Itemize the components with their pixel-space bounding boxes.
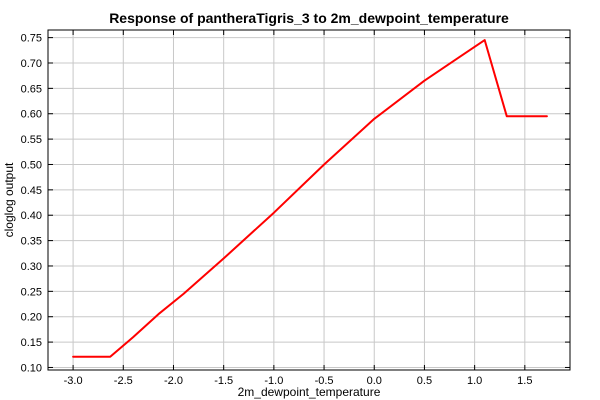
x-tick-label: 1.0 — [467, 375, 482, 387]
y-tick-label: 0.60 — [21, 109, 42, 121]
y-tick-label: 0.45 — [21, 185, 42, 197]
x-tick-label: 1.5 — [517, 375, 532, 387]
x-tick-label: -3.0 — [64, 375, 83, 387]
grid — [48, 30, 570, 370]
x-tick-label: -2.5 — [114, 375, 133, 387]
y-tick-label: 0.25 — [21, 286, 42, 298]
chart-title: Response of pantheraTigris_3 to 2m_dewpo… — [109, 10, 509, 26]
y-tick-label: 0.15 — [21, 337, 42, 349]
response-curve-line — [72, 39, 548, 358]
y-tick-label: 0.20 — [21, 312, 42, 324]
x-tick-label: -1.5 — [214, 375, 233, 387]
y-axis-label: cloglog output — [2, 162, 16, 237]
y-tick-label: 0.70 — [21, 58, 42, 70]
y-tick-label: 0.55 — [21, 134, 42, 146]
x-tick-label: -2.0 — [164, 375, 183, 387]
y-tick-label: 0.40 — [21, 210, 42, 222]
series-layer — [72, 39, 548, 358]
x-tick-label: -0.5 — [315, 375, 334, 387]
x-tick-label: 0.0 — [367, 375, 382, 387]
plot-background — [48, 30, 570, 370]
y-tick-label: 0.10 — [21, 362, 42, 374]
y-tick-label: 0.50 — [21, 159, 42, 171]
y-tick-label: 0.65 — [21, 83, 42, 95]
x-axis-label: 2m_dewpoint_temperature — [238, 385, 381, 399]
y-tick-label: 0.75 — [21, 33, 42, 45]
x-tick-label: 0.5 — [417, 375, 432, 387]
y-tick-label: 0.30 — [21, 261, 42, 273]
y-tick-label: 0.35 — [21, 236, 42, 248]
ticks: -3.0 -2.5 -2.0 -1.5 -1.0 -0.5 0.0 0.5 1.0 1.5 0.10… — [21, 30, 570, 387]
plot-frame — [47, 29, 571, 371]
x-tick-label: -1.0 — [264, 375, 283, 387]
